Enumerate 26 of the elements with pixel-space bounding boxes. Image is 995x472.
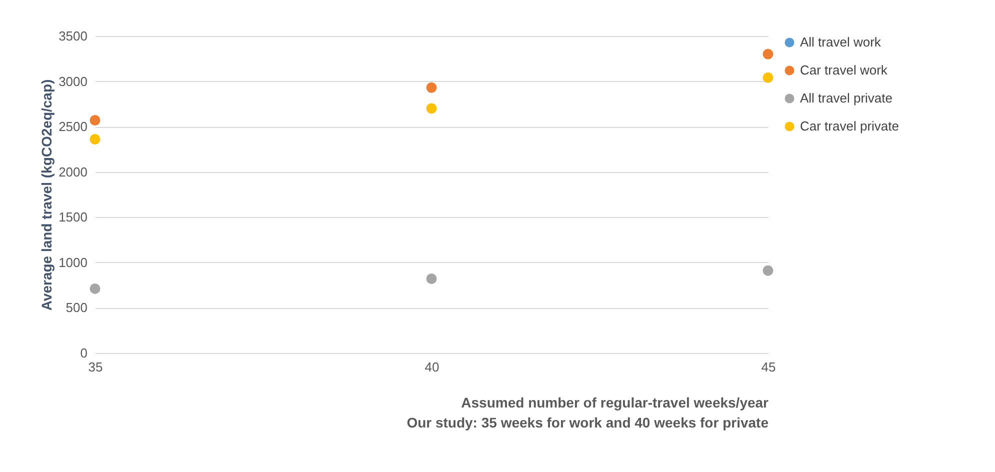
x-tick-label: 40 [424,360,440,374]
y-tick-label: 0 [80,346,88,360]
y-tick-label: 1500 [58,210,88,225]
point [762,265,774,276]
y-tick-label: 2000 [58,164,88,180]
legend-label: Car travel work [800,62,888,78]
legend-label: Car travel private [800,118,899,134]
y-tick-label: 1000 [58,254,88,270]
point [762,72,774,83]
point [90,283,100,294]
y-axis-title: Average land travel (kgCO2eq/cap) [38,79,55,311]
legend-label: All travel work [800,34,882,50]
point [762,48,774,60]
y-tick-label: 3500 [58,28,88,44]
point [90,115,100,126]
x-tick-label: 45 [761,360,776,374]
legend-label: All travel private [800,90,892,106]
y-tick-label: 2500 [58,119,88,134]
y-tick-label: 3000 [58,74,88,89]
point [426,274,437,284]
x-axis-title: Assumed number of regular-travel weeks/year Our study: 35 weeks for work and 40 weeks for private [406,394,770,430]
point [426,82,437,93]
x-tick-label: 35 [88,360,103,374]
point [426,103,437,114]
y-tick-label: 500 [66,300,88,316]
point [90,134,100,144]
